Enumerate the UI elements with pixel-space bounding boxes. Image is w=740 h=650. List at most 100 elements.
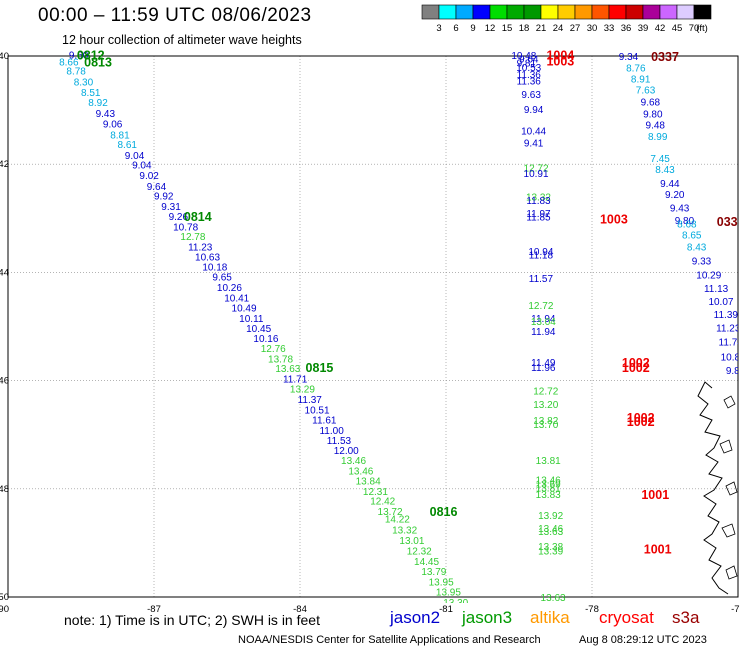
time-marker-label: 0814	[184, 210, 212, 224]
wave-height-label: 11.96	[531, 363, 556, 374]
wave-height-label: 13.20	[533, 400, 558, 411]
time-marker-label: 1003	[546, 54, 574, 68]
wave-height-label: 11.94	[531, 314, 556, 325]
wave-height-label: 10.45	[246, 324, 271, 335]
time-marker-label: 1001	[641, 488, 669, 502]
wave-height-label: 9.60	[69, 50, 89, 61]
wave-height-label: 9.80	[675, 216, 695, 227]
time-marker-label: 1001	[644, 542, 672, 556]
wave-height-label: 9.88	[726, 366, 740, 377]
colorbar-tick-label: 39	[638, 23, 649, 34]
wave-height-label: 11.85	[526, 213, 551, 224]
wave-height-label: 13.81	[536, 484, 561, 495]
x-tick-label: -81	[439, 604, 453, 615]
colorbar-swatch	[608, 4, 627, 20]
wave-height-label: 12.42	[370, 497, 395, 508]
island-outline	[719, 439, 733, 454]
colorbar-tick-label: 12	[485, 23, 496, 34]
wave-height-label: 8.43	[655, 165, 675, 176]
colorbar-tick-label: 21	[536, 23, 547, 34]
wave-height-label: 14.45	[414, 557, 439, 568]
wave-height-label: 9.04	[132, 161, 152, 172]
wave-height-label: 10.29	[696, 271, 721, 282]
x-tick-label: -90	[0, 604, 9, 615]
wave-height-label: 11.37	[298, 395, 323, 406]
wave-height-label: 10.63	[195, 253, 220, 264]
colorbar-tick-label: 15	[502, 23, 513, 34]
wave-height-label: 11.61	[312, 416, 337, 427]
y-tick-label: -50	[0, 592, 9, 603]
x-tick-label: -87	[147, 604, 161, 615]
wave-height-label: 9.64	[147, 182, 167, 193]
colorbar-tick-label: 42	[655, 23, 666, 34]
wave-height-label: 13.32	[526, 193, 551, 204]
time-marker-label: 1002	[627, 415, 655, 429]
generated-timestamp: Aug 8 08:29:12 UTC 2023	[579, 634, 707, 646]
colorbar-tick-label: 36	[621, 23, 632, 34]
y-tick-label: -40	[0, 51, 9, 62]
legend-jason2: jason2	[390, 608, 441, 627]
wave-height-label: 13.83	[536, 490, 561, 501]
wave-height-label: 9.43	[96, 109, 116, 120]
wave-height-label: 10.07	[708, 297, 733, 308]
wave-height-label: 10.48	[511, 51, 536, 62]
wave-height-label: 13.84	[356, 477, 381, 488]
wave-height-label: 11.57	[529, 274, 554, 285]
wave-height-label: 9.80	[643, 109, 663, 120]
wave-height-label: 13.39	[538, 546, 563, 557]
wave-height-label: 9.48	[646, 121, 666, 132]
colorbar-swatch	[642, 4, 661, 20]
wave-height-label: 9.44	[660, 179, 680, 190]
colorbar-tick-label: 24	[553, 23, 564, 34]
wave-height-label: 13.69	[536, 479, 561, 490]
coastline	[697, 381, 729, 595]
legend-altika: altika	[530, 608, 570, 627]
wave-height-label: 11.74	[719, 338, 740, 349]
y-tick-label: -44	[0, 267, 9, 278]
wave-height-label: 9.41	[524, 139, 544, 150]
wave-height-label: 13.46	[536, 476, 561, 487]
wave-height-label: 9.26	[169, 212, 189, 223]
colorbar-swatch	[676, 4, 695, 20]
colorbar-swatch	[557, 4, 576, 20]
wave-height-label: 10.18	[202, 262, 227, 273]
time-marker-label: 1002	[627, 411, 655, 425]
island-outline	[725, 481, 738, 496]
wave-height-label: 13.38	[538, 542, 563, 553]
wave-height-label: 10.49	[232, 304, 257, 315]
wave-height-label: 9.43	[670, 203, 690, 214]
wave-height-label: 8.43	[687, 242, 707, 253]
colorbar-tick-label: 45	[672, 23, 683, 34]
wave-height-label: 9.33	[692, 256, 712, 267]
colorbar-swatch	[591, 4, 610, 20]
wave-height-label: 11.13	[704, 284, 729, 295]
wave-height-label: 11.39	[714, 310, 739, 321]
wave-height-label: 12.00	[334, 446, 359, 457]
wave-height-label: 11.23	[188, 242, 213, 253]
colorbar-swatch	[693, 4, 712, 20]
colorbar-swatch	[540, 4, 559, 20]
wave-height-label: 7.45	[650, 154, 670, 165]
wave-height-label: 10.16	[253, 334, 278, 345]
wave-height-label: 8.66	[59, 57, 79, 68]
chart-subtitle: 12 hour collection of altimeter wave hei…	[62, 33, 302, 47]
wave-height-label: 9.63	[521, 90, 541, 101]
wave-height-label: 11.94	[531, 327, 556, 338]
legend-cryosat: cryosat	[599, 608, 654, 627]
colorbar-tick-label: 6	[453, 23, 458, 34]
wave-height-label: 12.32	[407, 546, 432, 557]
y-tick-label: -42	[0, 159, 9, 170]
colorbar-tick-label: 9	[470, 23, 475, 34]
wave-height-label: 11.36	[517, 70, 542, 81]
time-marker-label: 1002	[622, 356, 650, 370]
wave-height-label: 11.23	[716, 324, 740, 335]
colorbar-swatch	[472, 4, 491, 20]
wave-height-label: 12.72	[524, 163, 549, 174]
time-marker-label: 0813	[84, 55, 112, 69]
wave-height-label: 13.95	[429, 577, 454, 588]
wave-height-label: 9.65	[212, 273, 232, 284]
y-tick-label: -48	[0, 484, 9, 495]
wave-height-label: 10.51	[305, 405, 330, 416]
